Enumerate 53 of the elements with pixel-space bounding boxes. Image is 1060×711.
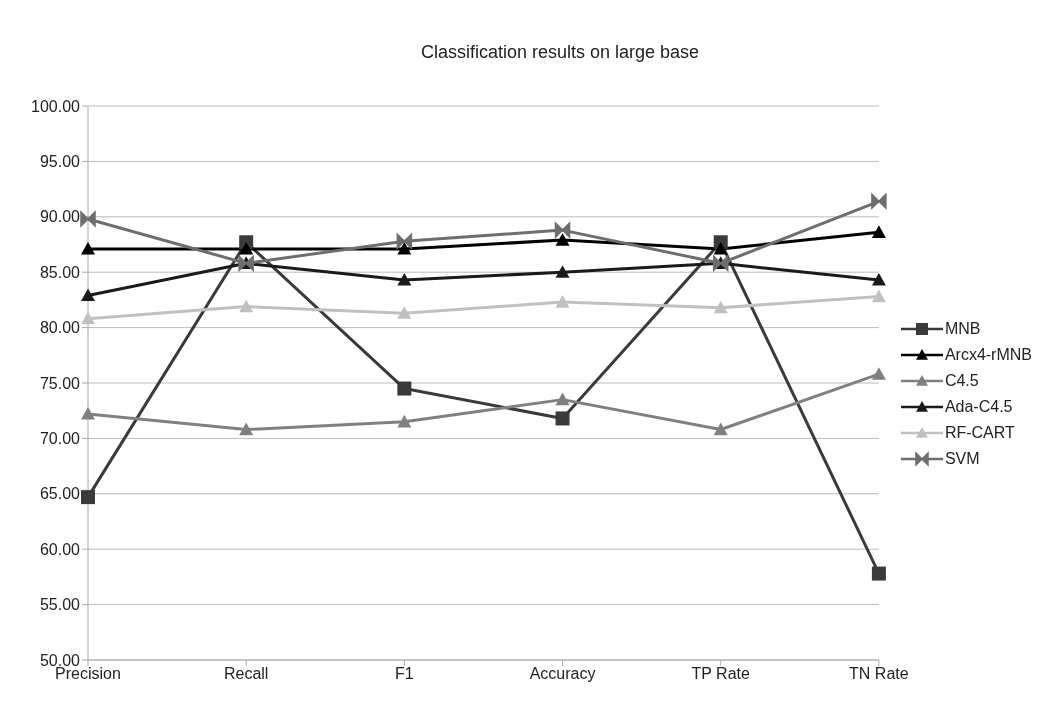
x-tick-label: Precision [55,665,121,683]
y-tick-label: 90.00 [39,208,81,226]
point [397,272,412,286]
point [871,193,887,210]
y-tick-label: 60.00 [39,540,81,558]
point [871,289,886,303]
point [397,306,412,319]
point [81,241,95,255]
legend-label: C4.5 [944,372,979,390]
y-tick-label: 85.00 [39,263,81,281]
y-tick-label: 80.00 [39,319,81,337]
point [871,225,886,238]
point [555,265,570,278]
point [239,241,254,255]
x-tick-label: Recall [223,665,269,683]
point [396,233,413,249]
point [871,367,886,380]
x-tick-label: TN Rate [849,665,909,683]
legend-label: MNB [944,320,981,338]
point [81,407,95,420]
point [397,241,412,255]
point [555,392,570,406]
point [80,211,96,227]
point [554,222,571,238]
chart-title: Classification results on large base [419,41,701,64]
y-tick-label: 100.00 [31,97,81,115]
x-tick-label: Accuracy [529,665,596,683]
x-tick-label: TP Rate [691,665,751,683]
y-tick-label: 70.00 [39,430,81,448]
legend-label: Arcx4-rMNB [944,346,1032,364]
point [239,422,254,436]
legend-label: Ada-C4.5 [944,398,1013,416]
point [871,272,886,286]
point [713,241,728,255]
point [713,422,728,436]
point [81,311,95,325]
y-tick-label: 55.00 [39,596,81,614]
point [555,295,570,308]
point [397,414,412,428]
point [81,490,95,505]
point [871,566,886,581]
y-tick-label: 75.00 [39,374,81,392]
y-tick-label: 95.00 [39,153,81,171]
legend-label: SVM [944,450,980,468]
legend-label: RF-CART [944,424,1015,442]
x-tick-label: F1 [395,665,414,683]
point [397,381,412,396]
point [713,300,728,314]
point [239,299,254,313]
point [81,288,95,302]
point [555,411,570,426]
y-tick-label: 65.00 [39,485,81,503]
point [555,233,570,246]
